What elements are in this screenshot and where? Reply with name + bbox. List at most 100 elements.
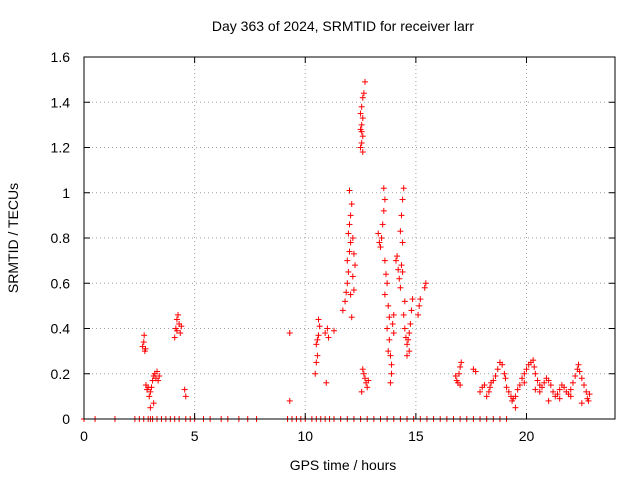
data-point	[486, 384, 493, 391]
data-point	[381, 291, 388, 298]
data-point	[554, 391, 561, 398]
chart-title: Day 363 of 2024, SRMTID for receiver lar…	[212, 18, 475, 34]
data-point	[512, 393, 519, 400]
data-point	[359, 115, 366, 122]
x-tick-labels: 0 5 10 15 20	[80, 428, 534, 444]
data-point	[409, 296, 416, 303]
data-point	[347, 212, 354, 219]
y-tick-label: 0.4	[51, 321, 71, 337]
data-points	[81, 78, 593, 422]
data-point	[502, 375, 509, 382]
data-point	[177, 330, 184, 337]
data-point	[313, 359, 320, 366]
data-point	[324, 325, 331, 332]
data-point	[358, 139, 365, 146]
data-point	[396, 275, 403, 282]
data-point	[386, 314, 393, 321]
data-point	[347, 239, 354, 246]
y-tick-labels: 0 0.2 0.4 0.6 0.8 1 1.2 1.4 1.6	[51, 49, 71, 427]
data-point	[358, 388, 365, 395]
data-point	[173, 327, 180, 334]
data-point	[398, 212, 405, 219]
data-point	[530, 357, 537, 364]
data-point	[331, 327, 338, 334]
data-point	[380, 185, 387, 192]
data-point	[541, 379, 548, 386]
data-point	[148, 384, 155, 391]
data-point	[490, 377, 497, 384]
data-point	[516, 382, 523, 389]
data-point	[456, 370, 463, 377]
data-point	[538, 384, 545, 391]
data-point	[359, 133, 366, 140]
data-point	[390, 330, 397, 337]
data-point	[416, 302, 423, 309]
data-point	[532, 386, 539, 393]
data-point	[422, 280, 429, 287]
data-point	[348, 314, 355, 321]
data-point	[405, 336, 412, 343]
data-point	[150, 400, 157, 407]
data-point	[381, 257, 388, 264]
data-point	[345, 230, 352, 237]
data-point	[492, 373, 499, 380]
data-point	[349, 235, 356, 241]
data-point	[408, 307, 415, 314]
data-point	[342, 298, 349, 305]
y-tick-label: 0.6	[51, 275, 71, 291]
data-point	[406, 330, 413, 337]
data-point	[347, 291, 354, 298]
x-tick-label: 15	[408, 428, 424, 444]
data-point	[499, 361, 506, 368]
y-tick-label: 0.2	[51, 366, 71, 382]
data-point	[350, 250, 357, 257]
data-point	[457, 382, 464, 389]
data-point	[583, 388, 590, 395]
data-point	[349, 273, 356, 280]
data-point	[532, 370, 539, 377]
y-tick-label: 0	[62, 411, 70, 427]
data-point	[384, 280, 391, 287]
data-point	[343, 289, 350, 296]
data-point	[561, 384, 568, 391]
data-point	[556, 395, 563, 402]
data-point	[344, 257, 351, 264]
data-point	[346, 187, 353, 194]
data-point	[385, 302, 392, 309]
data-point	[346, 248, 353, 255]
data-point	[547, 382, 554, 389]
data-point	[323, 379, 330, 386]
data-point	[385, 348, 392, 355]
y-tick-label: 0.8	[51, 230, 71, 246]
data-point	[358, 103, 365, 110]
data-point	[567, 393, 574, 400]
data-point	[399, 268, 406, 275]
data-point	[359, 366, 366, 373]
data-point	[395, 266, 402, 273]
x-tick-label: 20	[519, 428, 535, 444]
data-point	[379, 221, 386, 228]
data-point	[149, 377, 156, 384]
data-point	[404, 352, 411, 359]
data-point	[457, 363, 464, 370]
data-point	[375, 230, 382, 237]
y-tick-label: 1.4	[51, 94, 71, 110]
data-point	[388, 361, 395, 368]
data-point	[171, 334, 178, 341]
data-point	[458, 359, 465, 366]
data-point	[576, 368, 583, 375]
x-tick-label: 0	[80, 428, 88, 444]
data-point	[399, 239, 406, 246]
plot-frame	[83, 56, 616, 420]
data-point	[381, 196, 388, 203]
data-point	[315, 316, 322, 323]
data-point	[286, 397, 293, 404]
data-point	[361, 375, 368, 382]
data-point	[494, 366, 501, 373]
data-point	[421, 284, 428, 291]
y-tick-label: 1.6	[51, 49, 71, 65]
data-point	[352, 262, 359, 269]
data-point	[360, 370, 367, 377]
data-point	[481, 382, 488, 389]
axis-ticks	[83, 56, 615, 420]
